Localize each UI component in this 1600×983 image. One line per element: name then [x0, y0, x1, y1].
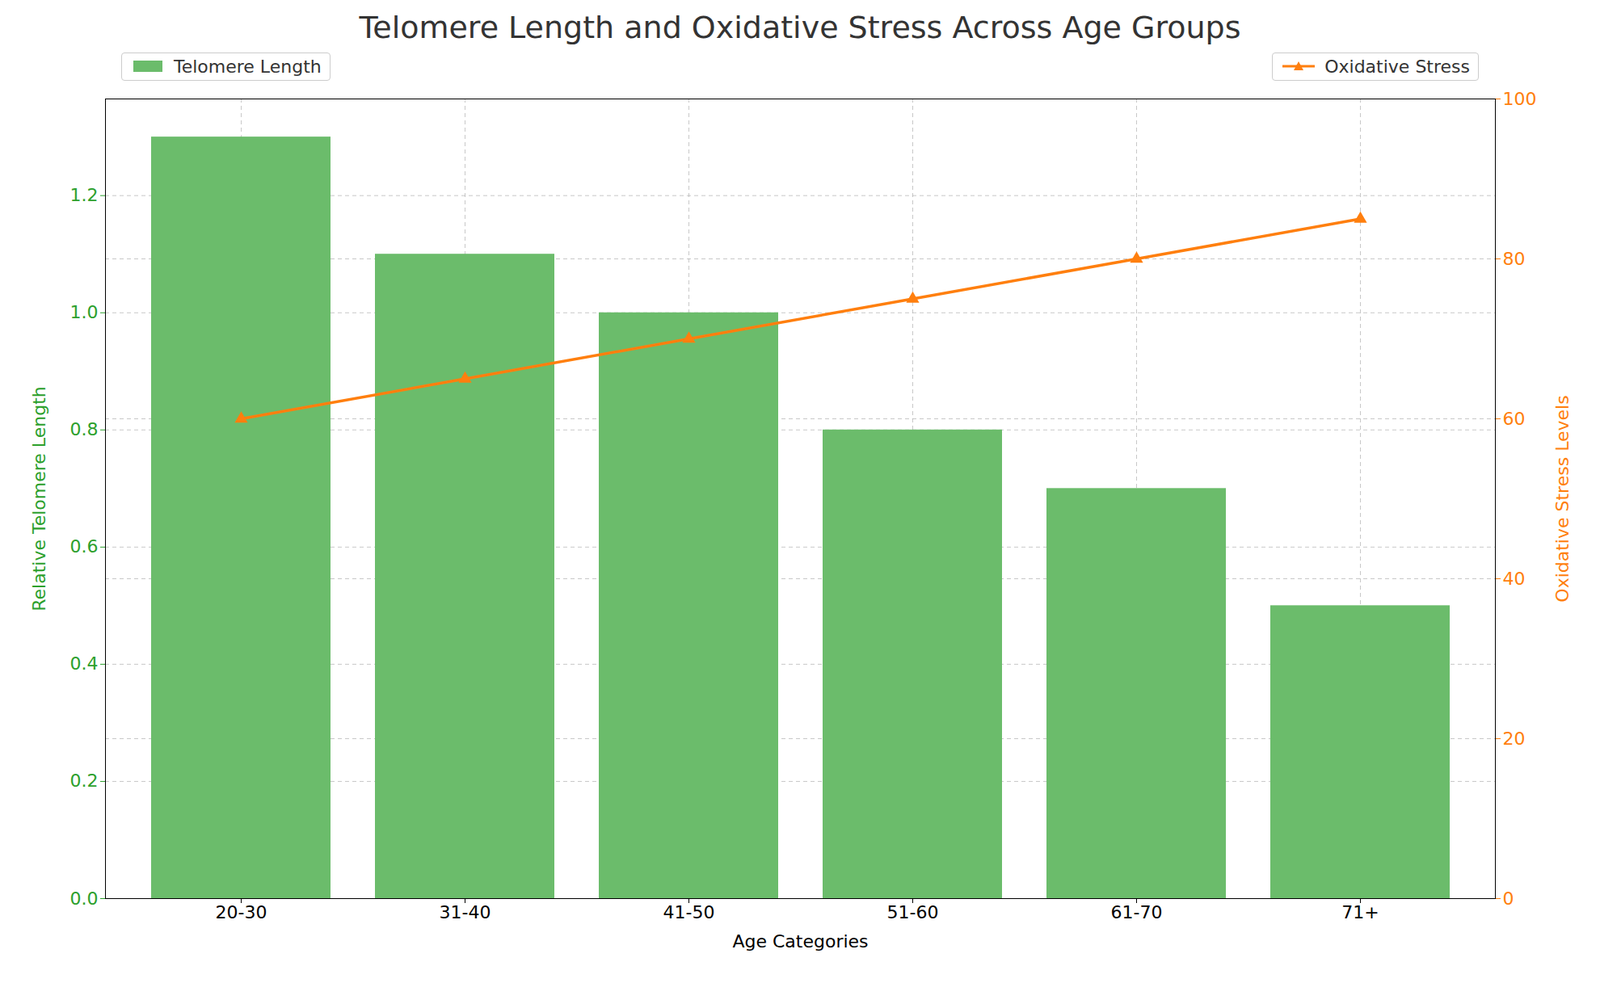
svg-text:40: 40	[1503, 568, 1526, 590]
svg-text:41-50: 41-50	[663, 902, 716, 923]
svg-text:61-70: 61-70	[1111, 902, 1163, 923]
svg-text:1.0: 1.0	[70, 302, 99, 323]
svg-text:51-60: 51-60	[887, 902, 939, 923]
svg-text:100: 100	[1503, 88, 1537, 110]
svg-text:80: 80	[1503, 248, 1526, 270]
svg-text:1.2: 1.2	[70, 185, 99, 206]
svg-text:Age Categories: Age Categories	[732, 931, 868, 952]
svg-text:71+: 71+	[1341, 902, 1379, 923]
svg-text:Relative Telomere Length: Relative Telomere Length	[29, 386, 50, 611]
html-text:Telomere Length: Telomere Length	[173, 56, 322, 77]
svg-text:0.4: 0.4	[70, 653, 99, 674]
svg-text:20: 20	[1503, 728, 1526, 750]
svg-text:60: 60	[1503, 408, 1526, 430]
svg-text:31-40: 31-40	[439, 902, 492, 923]
svg-text:Oxidative Stress Levels: Oxidative Stress Levels	[1552, 395, 1573, 603]
svg-text:0.6: 0.6	[70, 536, 99, 557]
svg-text:0.0: 0.0	[70, 888, 99, 910]
html-text:Oxidative Stress: Oxidative Stress	[1324, 56, 1470, 77]
svg-text:0: 0	[1503, 888, 1515, 910]
svg-text:20-30: 20-30	[215, 902, 268, 923]
svg-text:0.8: 0.8	[70, 419, 99, 440]
html-text:Telomere Length and Oxidative: Telomere Length and Oxidative Stress Acr…	[359, 9, 1241, 46]
svg-text:0.2: 0.2	[70, 770, 99, 792]
